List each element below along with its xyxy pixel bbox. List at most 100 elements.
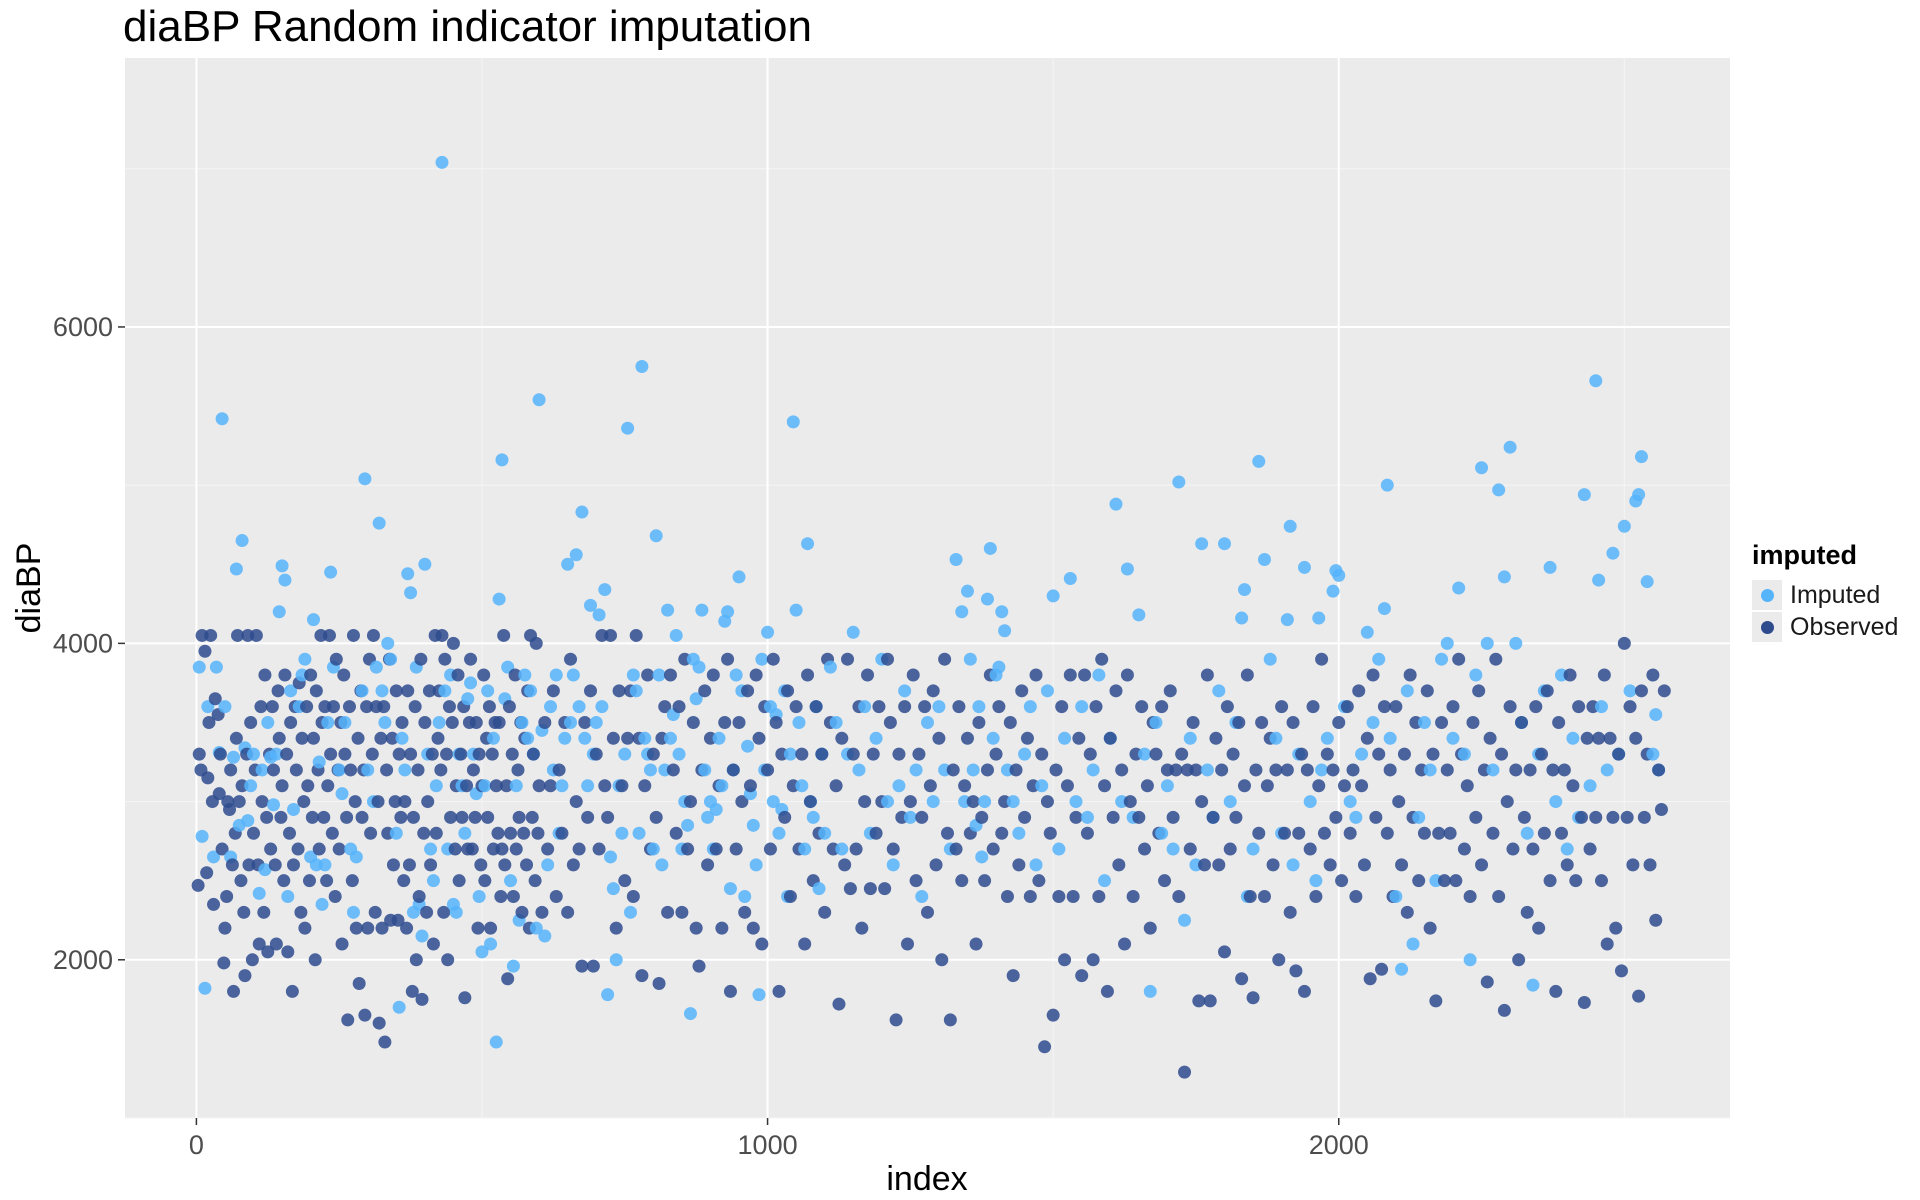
point-imputed: [698, 763, 712, 777]
point-imputed: [1195, 537, 1209, 551]
point-imputed: [1492, 483, 1506, 497]
point-observed: [960, 731, 974, 745]
point-imputed: [506, 959, 520, 973]
point-observed: [268, 858, 282, 872]
point-observed: [1589, 810, 1603, 824]
point-observed: [1297, 984, 1311, 998]
point-imputed: [1166, 842, 1180, 856]
point-observed: [1198, 858, 1212, 872]
point-observed: [544, 779, 558, 793]
point-observed: [1532, 921, 1546, 935]
point-observed: [1600, 937, 1614, 951]
point-imputed: [752, 988, 766, 1002]
point-imputed: [681, 818, 695, 832]
point-imputed: [1566, 731, 1580, 745]
point-observed: [915, 810, 929, 824]
point-observed: [1326, 763, 1340, 777]
point-imputed: [1218, 537, 1232, 551]
point-imputed: [886, 858, 900, 872]
point-observed: [555, 826, 569, 840]
point-observed: [341, 1013, 355, 1027]
point-observed: [672, 700, 686, 714]
point-observed: [1275, 700, 1289, 714]
point-observed: [378, 1035, 392, 1049]
point-imputed: [1592, 573, 1606, 587]
point-imputed: [1326, 584, 1340, 598]
point-observed: [818, 905, 832, 919]
point-observed: [274, 810, 288, 824]
point-observed: [980, 763, 994, 777]
point-observed: [1009, 763, 1023, 777]
point-imputed: [438, 684, 452, 698]
point-imputed: [1286, 858, 1300, 872]
point-imputed: [258, 863, 272, 877]
point-imputed: [621, 421, 635, 435]
point-observed: [1223, 842, 1237, 856]
point-observed: [191, 878, 205, 892]
point-imputed: [715, 779, 729, 793]
point-observed: [1189, 763, 1203, 777]
point-observed: [1172, 890, 1186, 904]
point-observed: [478, 874, 492, 888]
point-observed: [448, 842, 462, 856]
point-observed: [646, 747, 660, 761]
data-points: [191, 155, 1671, 1079]
point-observed: [254, 700, 268, 714]
point-imputed: [558, 731, 572, 745]
point-imputed: [1435, 652, 1449, 666]
point-imputed: [198, 981, 212, 995]
point-observed: [1235, 972, 1249, 986]
point-imputed: [1046, 589, 1060, 603]
point-observed: [541, 842, 555, 856]
point-imputed: [361, 763, 375, 777]
point-observed: [952, 700, 966, 714]
point-observed: [772, 984, 786, 998]
point-observed: [889, 1013, 903, 1027]
point-observed: [220, 890, 234, 904]
point-imputed: [1280, 613, 1294, 627]
point-imputed: [495, 453, 509, 467]
point-imputed: [858, 700, 872, 714]
point-observed: [1123, 795, 1137, 809]
point-imputed: [1634, 450, 1648, 464]
point-observed: [508, 668, 522, 682]
point-imputed: [1423, 763, 1437, 777]
point-observed: [866, 747, 880, 761]
point-imputed: [484, 937, 498, 951]
point-observed: [1603, 731, 1617, 745]
point-observed: [395, 715, 409, 729]
legend-dot-imputed: [1760, 588, 1774, 602]
point-imputed: [515, 715, 529, 729]
point-observed: [918, 700, 932, 714]
point-observed: [861, 668, 875, 682]
point-observed: [1380, 826, 1394, 840]
point-imputed: [269, 747, 283, 761]
point-imputed: [209, 660, 223, 674]
point-imputed: [592, 608, 606, 622]
point-observed: [752, 731, 766, 745]
point-observed: [669, 826, 683, 840]
point-imputed: [1349, 810, 1363, 824]
point-imputed: [898, 684, 912, 698]
point-observed: [437, 905, 451, 919]
point-imputed: [578, 731, 592, 745]
point-observed: [1003, 715, 1017, 729]
point-imputed: [998, 624, 1012, 638]
point-imputed: [1649, 708, 1663, 722]
point-observed: [329, 652, 343, 666]
point-observed: [801, 668, 815, 682]
point-imputed: [986, 731, 1000, 745]
point-observed: [729, 842, 743, 856]
point-imputed: [689, 692, 703, 706]
point-observed: [683, 795, 697, 809]
point-observed: [1138, 842, 1152, 856]
point-imputed: [975, 850, 989, 864]
point-imputed: [635, 360, 649, 374]
point-observed: [921, 905, 934, 919]
point-observed: [200, 866, 214, 880]
point-observed: [1049, 763, 1063, 777]
point-observed: [1020, 731, 1034, 745]
point-observed: [298, 921, 312, 935]
point-imputed: [766, 795, 780, 809]
point-observed: [621, 731, 635, 745]
